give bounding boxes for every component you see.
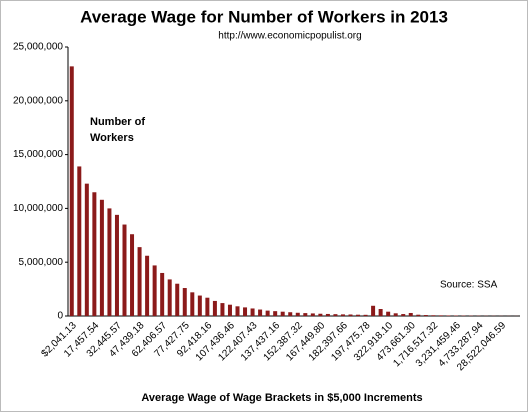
- y-tick-label: 20,000,000: [13, 95, 63, 106]
- bar: [227, 304, 232, 316]
- y-tick-label: 10,000,000: [13, 203, 63, 214]
- bar: [288, 312, 293, 316]
- bar: [220, 303, 225, 316]
- bar: [340, 314, 345, 316]
- bar: [431, 315, 436, 316]
- y-tick-label: 5,000,000: [19, 257, 64, 268]
- bar: [318, 313, 323, 316]
- bar: [310, 313, 315, 316]
- bar: [295, 312, 300, 316]
- y-tick-label: 15,000,000: [13, 149, 63, 160]
- bar: [114, 214, 119, 316]
- bar: [92, 192, 97, 316]
- bar: [348, 314, 353, 316]
- bar: [152, 265, 157, 316]
- bar: [212, 300, 217, 316]
- bar: [258, 309, 263, 316]
- bar: [438, 315, 443, 316]
- bar: [84, 183, 89, 316]
- bar: [175, 283, 180, 316]
- bar: [325, 313, 330, 316]
- y-tick-label: 25,000,000: [13, 42, 63, 53]
- bar: [416, 314, 421, 316]
- bar: [99, 199, 104, 316]
- bar: [182, 288, 187, 316]
- source-note: Source: SSA: [440, 280, 498, 291]
- bar: [265, 310, 270, 316]
- bar: [423, 315, 428, 316]
- bar: [205, 297, 210, 316]
- bar: [280, 311, 285, 316]
- bar: [363, 314, 368, 316]
- bar: [197, 295, 202, 316]
- bar: [393, 313, 398, 316]
- bar: [235, 306, 240, 316]
- bar: [69, 66, 74, 316]
- x-axis-label: Average Wage of Wage Brackets in $5,000 …: [141, 392, 422, 404]
- bar: [303, 313, 308, 316]
- bar: [401, 314, 406, 316]
- series-label: Number of Workers: [90, 116, 145, 144]
- bar: [386, 311, 391, 316]
- bar: [77, 166, 82, 316]
- bar: [137, 247, 142, 316]
- bar: [107, 208, 112, 316]
- bar: [446, 315, 451, 316]
- bar: [243, 307, 248, 316]
- bar: [122, 224, 127, 316]
- bar: [273, 311, 278, 316]
- bar: [333, 314, 338, 316]
- bar: [250, 308, 255, 316]
- bar: [408, 312, 413, 316]
- chart-title: Average Wage for Number of Workers in 20…: [80, 7, 448, 26]
- bar: [130, 234, 135, 316]
- bar: [167, 279, 172, 316]
- bar: [356, 314, 361, 316]
- chart-subtitle: http://www.economicpopulist.org: [218, 31, 361, 42]
- bar: [378, 309, 383, 316]
- bar: [371, 305, 376, 316]
- bar: [190, 292, 195, 316]
- bar: [145, 255, 150, 316]
- y-tick-label: 0: [57, 311, 63, 322]
- bar: [160, 272, 165, 316]
